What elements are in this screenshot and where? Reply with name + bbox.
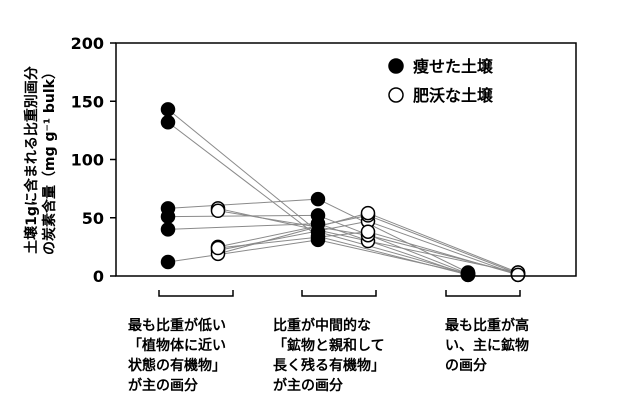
connector-line-poor [317,223,469,276]
connector-line-fertile [367,214,519,275]
plot-frame [115,42,577,277]
y-axis: 0 50 100 150 200 [71,34,116,286]
data-point-fertile [210,203,226,219]
connector-line-poor [317,214,469,275]
data-point-fertile [360,224,376,239]
connector-line-fertile [217,214,369,248]
connector-line-poor [167,198,319,209]
category-bracket [445,290,521,297]
data-point-poor [460,266,476,281]
y-axis-title-line2: の炭素含量（mg g⁻¹ bulk） [41,65,58,255]
legend-label-fertile: 肥沃な土壌 [413,86,494,105]
connector-line-fertile [367,212,519,273]
category-label-line: 「鉱物と親和して [273,337,385,354]
connector-line-fertile [367,231,519,276]
category-label-line: い、主に鉱物 [445,337,529,354]
connector-line-fertile [367,220,519,276]
legend-label-poor: 痩せた土壌 [413,57,494,76]
connector-lines [167,109,519,276]
legend-marker-poor [388,58,404,74]
data-point-fertile [210,240,226,256]
data-point-poor [160,114,176,130]
connector-line-poor [167,239,319,263]
connector-line-fertile [217,231,369,249]
category-brackets [158,290,521,297]
data-point-poor [160,209,176,224]
data-point-poor [310,216,326,231]
connector-line-poor [167,223,319,230]
category-label-line: の画分 [445,358,487,374]
connector-line-poor [317,239,469,275]
category-label-line: が主の画分 [273,377,343,394]
connector-line-poor [167,121,319,237]
legend: 痩せた土壌 肥沃な土壌 [388,57,494,105]
connector-line-fertile [217,210,369,236]
category-label-line: 状態の有機物」 [128,357,226,374]
y-tick-label: 150 [71,92,104,111]
connector-line-poor [167,109,319,233]
data-point-fertile [510,267,526,283]
category-label-line: 比重が中間的な [273,317,371,334]
y-axis-title: 土壌1gに含まれる比重別画分 の炭素含量（mg g⁻¹ bulk） [23,65,58,255]
connector-line-fertile [217,212,369,255]
data-point-poor [310,232,326,248]
connector-line-poor [167,214,319,218]
legend-marker-fertile [388,87,404,103]
category-bracket [301,290,377,297]
y-axis-title-line1: 土壌1gに含まれる比重別画分 [23,66,40,254]
category-label-line: 最も比重が高 [445,317,529,334]
category-labels: 最も比重が低い「植物体に近い状態の有機物」が主の画分比重が中間的な「鉱物と親和し… [128,317,529,394]
y-tick-label: 100 [71,151,104,170]
category-label-line: が主の画分 [128,377,198,394]
y-tick-label: 200 [71,34,104,53]
connector-line-poor [317,198,469,273]
data-point-poor [310,191,326,207]
category-label-line: 「植物体に近い [128,337,226,354]
data-point-poor [160,254,176,270]
data-point-poor [160,222,176,237]
category-label-line: 長く残る有機物」 [273,357,385,374]
data-point-poor [160,102,176,117]
y-tick-label: 50 [82,209,104,228]
category-label-line: 最も比重が低い [128,317,226,334]
data-point-fertile [360,205,376,221]
y-tick-label: 0 [93,267,104,286]
category-bracket [158,290,234,297]
